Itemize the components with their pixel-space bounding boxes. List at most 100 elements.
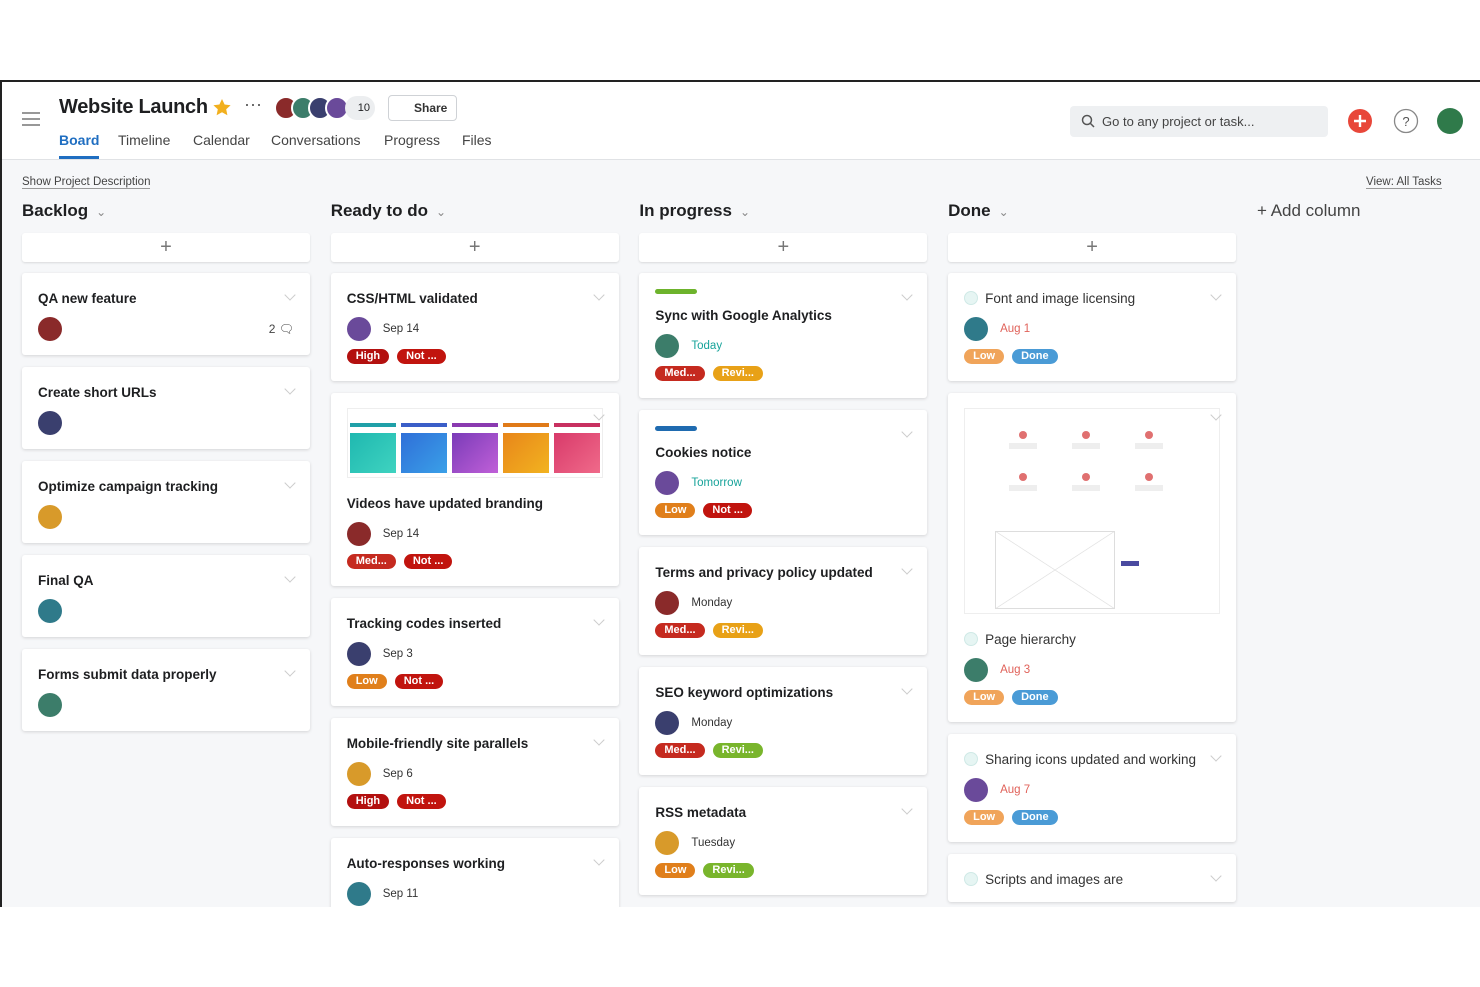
card-title-text: Page hierarchy bbox=[985, 632, 1076, 647]
add-button[interactable] bbox=[1347, 108, 1373, 134]
column-menu-icon: ⌄ bbox=[739, 205, 751, 219]
add-task-button[interactable]: + bbox=[330, 233, 619, 262]
tag-row: Low Not ... bbox=[346, 674, 603, 692]
card-title: QA new feature bbox=[38, 291, 294, 307]
card-title: Sync with Google Analytics bbox=[655, 308, 911, 324]
due-date: Today bbox=[691, 340, 723, 352]
task-card[interactable]: SEO keyword optimizations Monday Med... Rev… bbox=[639, 667, 928, 775]
swatch bbox=[502, 433, 549, 473]
tag: Revi... bbox=[712, 743, 763, 758]
more-icon[interactable]: ··· bbox=[244, 94, 262, 114]
search-box[interactable]: Go to any project or task... bbox=[1070, 106, 1328, 137]
task-card[interactable]: Font and image licensing Aug 1 Low Done bbox=[948, 273, 1237, 381]
task-card[interactable]: Scripts and images are bbox=[948, 854, 1237, 902]
star-icon[interactable] bbox=[212, 98, 232, 117]
show-description-link[interactable]: Show Project Description bbox=[22, 176, 151, 189]
task-card[interactable]: QA new feature 2 🗨 bbox=[22, 273, 310, 355]
tag-row: Med... Revi... bbox=[655, 366, 911, 384]
task-card[interactable]: Optimize campaign tracking bbox=[22, 461, 310, 543]
tag-row: High Not ... bbox=[346, 349, 603, 367]
due-date: Sep 3 bbox=[382, 648, 413, 660]
tag: Not ... bbox=[394, 674, 444, 689]
task-card[interactable]: RSS metadata Tuesday Low Revi... bbox=[639, 787, 928, 895]
tag: Med... bbox=[346, 554, 396, 569]
tag: Done bbox=[1012, 810, 1058, 825]
card-meta: Tuesday bbox=[655, 831, 911, 855]
task-card[interactable]: Terms and privacy policy updated Monday Me… bbox=[639, 547, 928, 655]
task-card[interactable]: Videos have updated branding Sep 14 Med...… bbox=[330, 393, 619, 586]
tab[interactable]: Conversations bbox=[271, 132, 361, 148]
card-title-text: QA new feature bbox=[38, 291, 137, 306]
tag: Low bbox=[964, 690, 1005, 705]
assignee-avatar bbox=[964, 778, 989, 802]
comment-count: 2 🗨 bbox=[269, 322, 294, 336]
card-meta: Today bbox=[655, 334, 911, 358]
due-date: Monday bbox=[691, 597, 733, 609]
task-card[interactable]: Page hierarchy Aug 3 Low Done bbox=[948, 393, 1237, 722]
card-title-text: Cookies notice bbox=[655, 445, 752, 460]
tab[interactable]: Timeline bbox=[118, 132, 171, 148]
assignee-avatar bbox=[38, 317, 62, 341]
card-menu[interactable] bbox=[901, 289, 914, 301]
column-header[interactable]: Backlog ⌄ bbox=[22, 197, 310, 225]
tag: High bbox=[346, 794, 390, 809]
card-meta: Monday bbox=[655, 711, 911, 735]
add-task-button[interactable]: + bbox=[22, 233, 310, 262]
card-title: Final QA bbox=[38, 573, 294, 589]
help-button[interactable]: ? bbox=[1393, 108, 1419, 134]
column-header[interactable]: Ready to do ⌄ bbox=[331, 197, 619, 225]
wire-line bbox=[1135, 443, 1164, 449]
card-menu[interactable] bbox=[901, 426, 914, 438]
card-title: Scripts and images are bbox=[964, 872, 1220, 888]
due-date: Aug 3 bbox=[1000, 664, 1031, 676]
share-button[interactable]: Share bbox=[388, 95, 458, 121]
swatch-stripe bbox=[451, 423, 498, 427]
task-card[interactable]: Final QA bbox=[22, 555, 310, 637]
tag: Revi... bbox=[703, 863, 754, 878]
add-task-button[interactable]: + bbox=[948, 233, 1237, 262]
task-card[interactable]: Create short URLs bbox=[22, 367, 310, 449]
tag: Done bbox=[1012, 349, 1058, 364]
card-title-text: Final QA bbox=[38, 573, 94, 588]
tag-row: Med... Not ... bbox=[346, 554, 603, 572]
profile-avatar[interactable] bbox=[1437, 108, 1463, 134]
member-count: 10 bbox=[345, 96, 375, 120]
tab[interactable]: Files bbox=[462, 132, 492, 148]
assignee-avatar bbox=[655, 591, 680, 615]
task-card[interactable]: Tracking codes inserted Sep 3 Low Not ... bbox=[330, 598, 619, 706]
swatch-stripe bbox=[553, 423, 600, 427]
column-name: In progress bbox=[639, 201, 732, 220]
add-column[interactable]: + Add column bbox=[1257, 201, 1361, 220]
view-selector[interactable]: View: All Tasks bbox=[1366, 176, 1442, 189]
card-title-text: Tracking codes inserted bbox=[346, 616, 502, 631]
add-task-button[interactable]: + bbox=[639, 233, 928, 262]
task-card[interactable]: CSS/HTML validated Sep 14 High Not ... bbox=[330, 273, 619, 381]
task-card[interactable]: Sharing icons updated and working Aug 7 Lo… bbox=[948, 734, 1237, 842]
card-title-text: Mobile-friendly site parallels bbox=[346, 736, 529, 751]
task-card[interactable]: Forms submit data properly bbox=[22, 649, 310, 731]
card-title-text: CSS/HTML validated bbox=[346, 291, 478, 306]
task-card[interactable]: Cookies notice Tomorrow Low Not ... bbox=[639, 410, 928, 535]
column-header[interactable]: In progress ⌄ bbox=[639, 197, 927, 225]
card-meta: Aug 7 bbox=[964, 778, 1220, 802]
due-date: Tomorrow bbox=[691, 477, 742, 489]
column-menu-icon: ⌄ bbox=[435, 205, 447, 219]
card-image bbox=[346, 408, 603, 478]
column-menu-icon: ⌄ bbox=[998, 205, 1009, 219]
assignee-avatar bbox=[346, 522, 371, 546]
task-card[interactable]: Mobile-friendly site parallels Sep 6 High N… bbox=[330, 718, 619, 826]
tab[interactable]: Progress bbox=[384, 132, 441, 148]
tag-row: Low Done bbox=[964, 349, 1220, 367]
card-title: Mobile-friendly site parallels bbox=[347, 736, 603, 752]
wire-button bbox=[1121, 561, 1140, 566]
tab[interactable]: Calendar bbox=[193, 132, 250, 148]
task-card[interactable]: Auto-responses working Sep 11 bbox=[330, 838, 619, 907]
card-meta: Aug 1 bbox=[964, 317, 1220, 341]
column-header[interactable]: Done ⌄ bbox=[948, 197, 1236, 225]
menu-icon[interactable] bbox=[22, 112, 40, 126]
tab[interactable]: Board bbox=[59, 132, 100, 159]
due-date: Sep 6 bbox=[382, 768, 413, 780]
card-title-text: Videos have updated branding bbox=[346, 496, 543, 511]
wire-line bbox=[1072, 485, 1101, 491]
task-card[interactable]: Sync with Google Analytics Today Med... Rev… bbox=[639, 273, 928, 398]
